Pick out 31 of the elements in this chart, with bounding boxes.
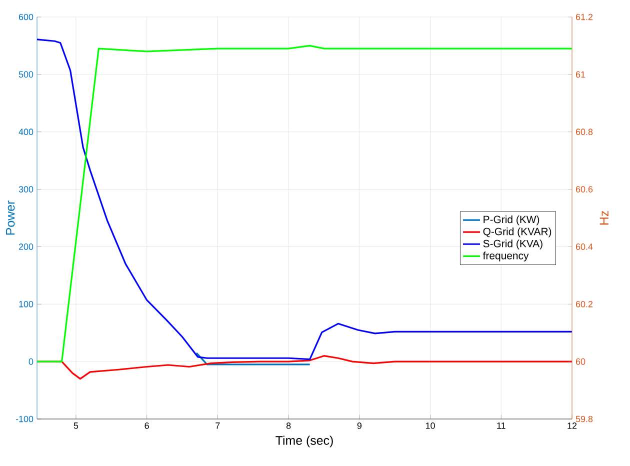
x-tick-label: 10 [426, 422, 435, 429]
y2-tick-label: 60.8 [576, 128, 593, 136]
x-tick-label: 5 [74, 422, 78, 429]
x-tick-label: 6 [144, 422, 149, 429]
legend-label: P-Grid (KW) [484, 215, 540, 226]
y2-tick-label: 61.2 [576, 14, 593, 20]
y-tick-label: 0 [28, 358, 34, 365]
y-tick-label: -100 [16, 416, 34, 422]
y-tick-label: 500 [18, 71, 34, 78]
y2-tick-label: 59.8 [576, 416, 593, 422]
legend-label: frequency [482, 252, 529, 262]
x-axis-title: Time (sec) [276, 436, 333, 448]
x-tick-label: 8 [286, 422, 291, 429]
x-tick-label: 9 [357, 422, 362, 429]
y-tick-label: 400 [18, 128, 34, 136]
y-tick-label: 200 [18, 244, 34, 250]
y-tick-label: 600 [18, 14, 34, 20]
x-tick-label: 11 [497, 422, 506, 429]
x-tick-label: 7 [216, 422, 220, 429]
legend-label: S-Grid (KVA) [483, 240, 542, 250]
y2-tick-label: 60.6 [576, 186, 593, 192]
y-axis-title: Power [6, 200, 15, 235]
y2-tick-label: 61 [576, 71, 586, 78]
y2-tick-label: 60.2 [576, 300, 593, 308]
y-tick-label: 100 [19, 300, 34, 308]
y2-axis-title: Hz [600, 211, 608, 225]
y-tick-label: 300 [18, 186, 34, 192]
x-tick-label: 12 [568, 422, 577, 429]
y2-tick-label: 60 [576, 358, 586, 365]
legend-label: Q-Grid (KVAR) [483, 228, 552, 238]
y2-tick-label: 60.4 [576, 244, 593, 250]
